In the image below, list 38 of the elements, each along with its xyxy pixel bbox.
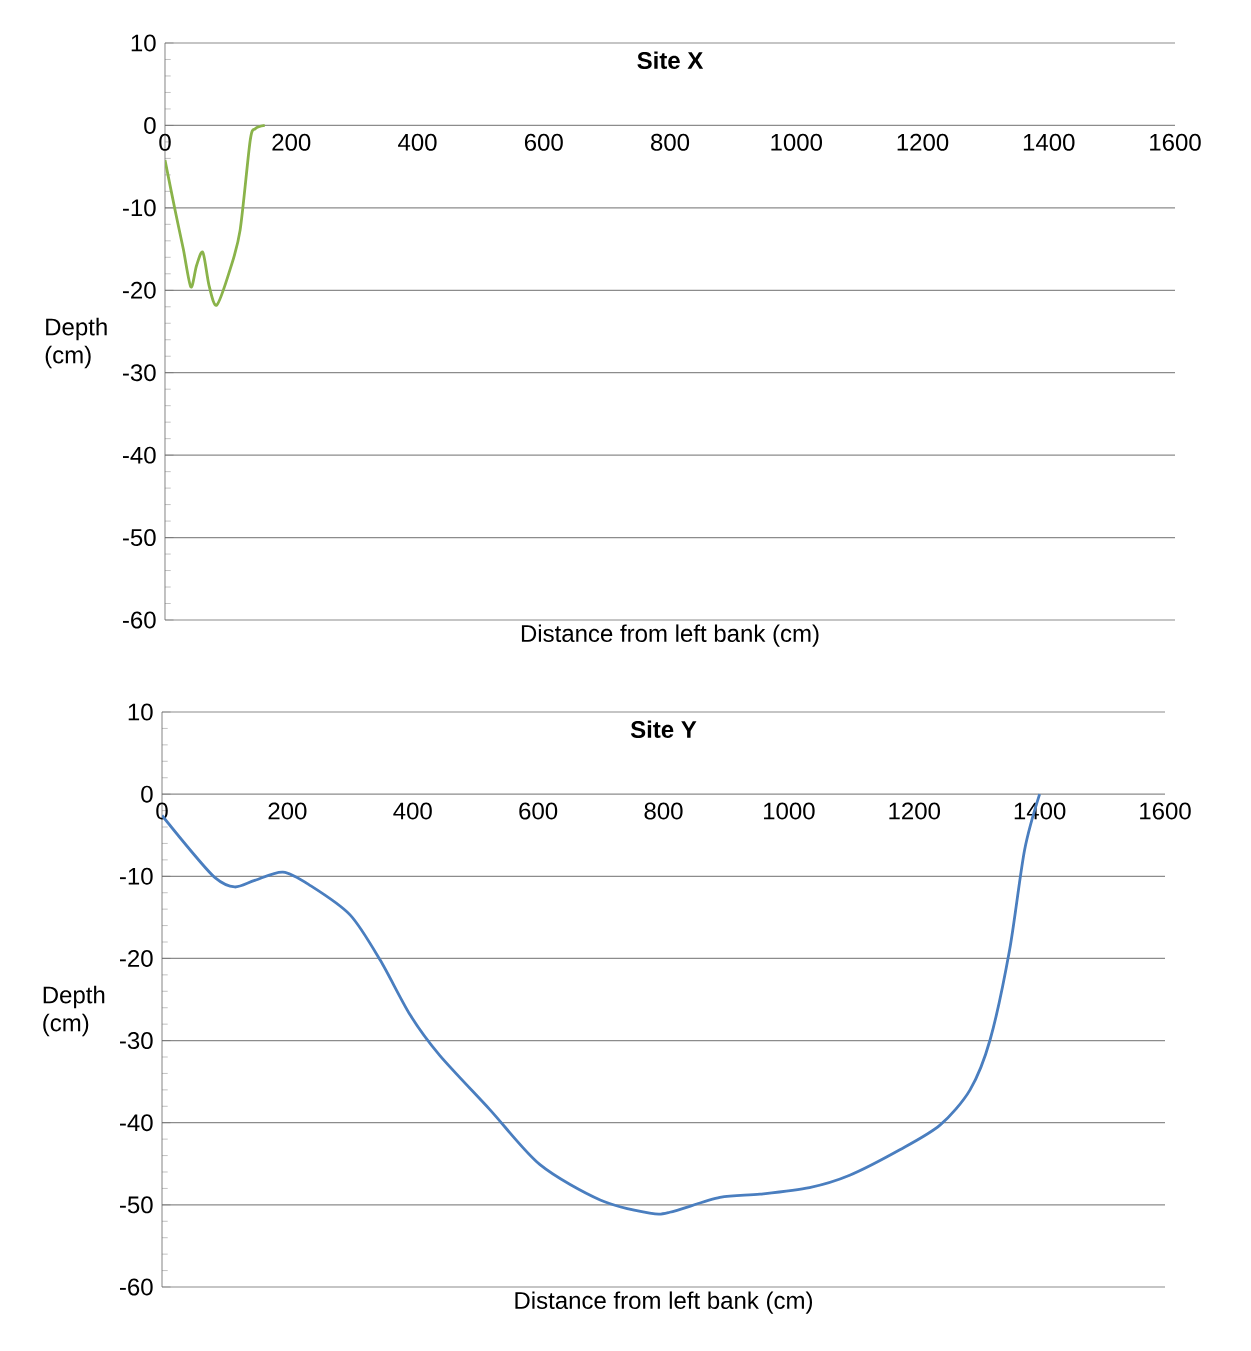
x-tick-label: 600 bbox=[524, 133, 563, 151]
x-tick-label: 1600 bbox=[1150, 133, 1201, 151]
y-tick-label: -40 bbox=[122, 446, 156, 464]
x-tick-label: 400 bbox=[398, 133, 437, 151]
x-axis-title: Distance from left bank (cm) bbox=[521, 624, 819, 647]
y-tick-label: -60 bbox=[122, 611, 156, 629]
y-tick-label: 10 bbox=[131, 34, 156, 52]
x-tick-label: 1400 bbox=[1023, 133, 1075, 151]
x-tick-label: 800 bbox=[651, 133, 690, 151]
x-tick-label: 1000 bbox=[764, 802, 815, 820]
chart-title: Site X bbox=[637, 51, 704, 70]
y-tick-label: -20 bbox=[122, 281, 156, 299]
y-tick-label: -30 bbox=[119, 1032, 153, 1050]
y-tick-label: -10 bbox=[122, 199, 156, 217]
x-tick-label: 800 bbox=[644, 802, 683, 820]
x-axis-title: Distance from left bank (cm) bbox=[515, 1291, 813, 1314]
y-tick-label: 10 bbox=[128, 703, 153, 721]
x-tick-label: 200 bbox=[272, 133, 311, 151]
x-tick-label: 600 bbox=[519, 802, 558, 820]
x-tick-label: 1200 bbox=[889, 802, 941, 820]
y-axis-title: Depth (cm) bbox=[43, 985, 105, 1037]
x-tick-label: 200 bbox=[268, 802, 307, 820]
x-tick-label: 1000 bbox=[771, 133, 823, 151]
y-tick-label: -10 bbox=[119, 867, 153, 885]
chart-title: Site Y bbox=[630, 720, 697, 739]
y-tick-label: -20 bbox=[119, 949, 153, 967]
x-tick-label: 1600 bbox=[1140, 802, 1191, 820]
y-tick-label: 0 bbox=[141, 785, 153, 803]
y-tick-label: -50 bbox=[119, 1196, 153, 1214]
x-tick-label: 0 bbox=[159, 133, 171, 151]
x-tick-label: 400 bbox=[393, 802, 432, 820]
y-tick-label: -30 bbox=[122, 364, 156, 382]
y-tick-label: -50 bbox=[122, 529, 156, 547]
y-tick-label: -40 bbox=[119, 1114, 153, 1132]
y-axis-title: Depth (cm) bbox=[45, 317, 107, 369]
x-tick-label: 1200 bbox=[897, 133, 949, 151]
y-tick-label: 0 bbox=[144, 116, 156, 134]
y-tick-label: -60 bbox=[119, 1278, 153, 1296]
